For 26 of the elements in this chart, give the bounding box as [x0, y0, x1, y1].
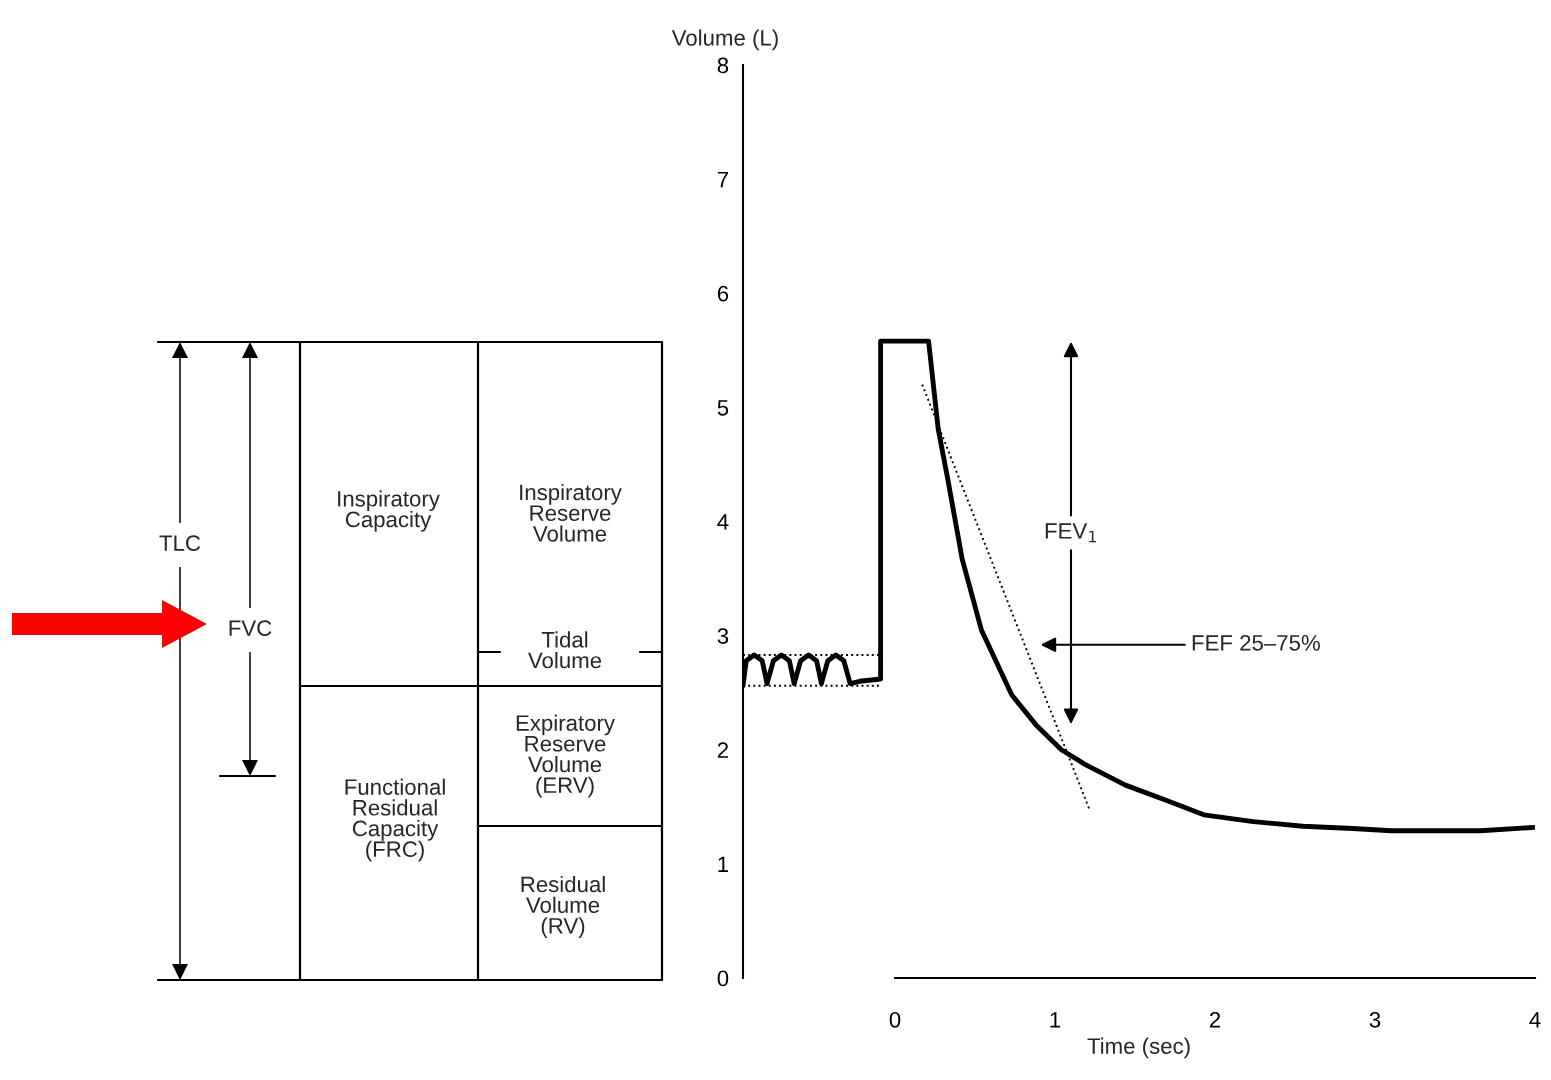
x-tick-label: 4 — [1529, 1012, 1541, 1028]
y-tick-label: 8 — [717, 57, 729, 74]
y-tick-label: 0 — [717, 970, 729, 987]
y-tick-label: 7 — [717, 171, 728, 188]
y-tick-label: 2 — [717, 742, 728, 758]
text: Residual Volume (RV) — [521, 875, 605, 939]
text: TLC — [159, 535, 201, 551]
text: Inspiratory Reserve Volume — [520, 483, 622, 542]
y-tick-label: 3 — [717, 628, 729, 644]
x-tick-label: 2 — [1209, 1011, 1221, 1028]
y-tick-label: 6 — [717, 285, 729, 302]
x-tick-label: 3 — [1369, 1011, 1381, 1028]
x-axis-title: Time (sec) — [1087, 1037, 1190, 1059]
text: FVC — [229, 620, 272, 636]
text: Tidal Volume — [528, 631, 602, 669]
text: Inspiratory Capacity — [338, 490, 440, 532]
x-tick-label: 0 — [889, 1011, 901, 1028]
text: Functional Residual Capacity (FRC) — [345, 778, 445, 862]
y-axis-title: Volume (L) — [671, 29, 778, 51]
annotation: FEV$_{1}$ — [1045, 523, 1096, 543]
text: Expiratory Reserve Volume (ERV) — [516, 714, 615, 798]
y-tick-label: 5 — [717, 400, 729, 416]
x-tick-label: 1 — [1050, 1012, 1061, 1028]
y-tick-label: 4 — [717, 514, 729, 530]
annotation: FEF 25–75% — [1192, 634, 1320, 651]
y-tick-label: 1 — [718, 856, 729, 872]
